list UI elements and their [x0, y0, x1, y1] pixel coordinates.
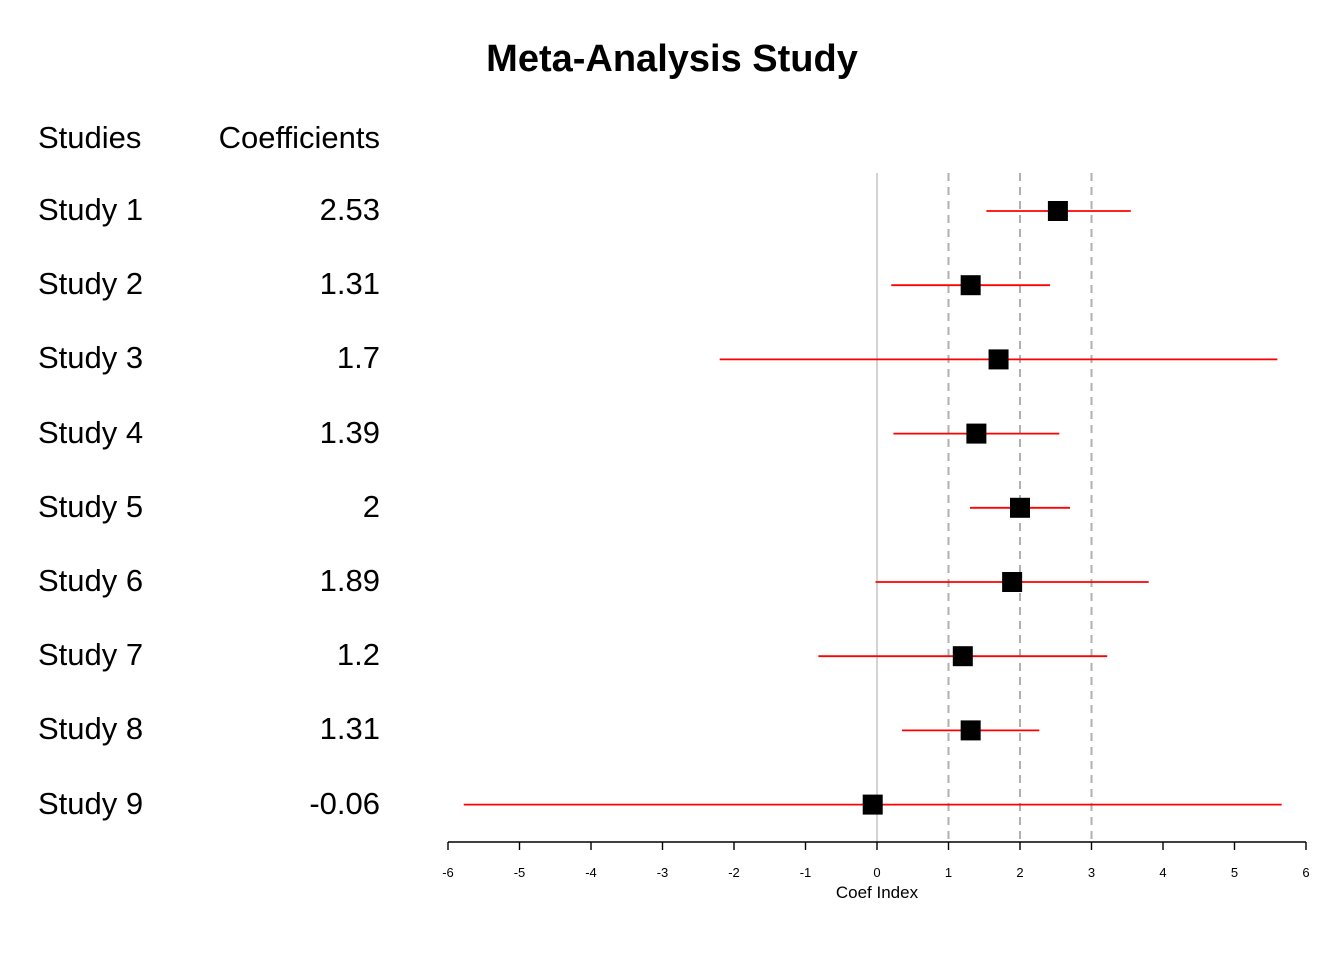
coefficient-value: 1.31	[319, 266, 380, 302]
study-name: Study 3	[38, 340, 144, 376]
x-tick-label: -2	[728, 865, 740, 880]
coefficient-value: 1.39	[319, 414, 380, 450]
coefficient-marker	[960, 720, 981, 741]
coefficient-marker	[862, 794, 883, 815]
x-tick-label: -1	[800, 865, 812, 880]
coefficient-value: 1.2	[336, 637, 380, 673]
coefficient-value: 1.31	[319, 711, 380, 747]
coefficient-value: 1.89	[319, 563, 380, 598]
x-tick-label: 6	[1302, 865, 1309, 880]
coefficient-marker	[966, 423, 987, 444]
x-tick-label: -6	[442, 865, 454, 880]
coefficient-value: 2	[362, 488, 380, 524]
coefficient-value: 2.53	[319, 192, 380, 227]
study-name: Study 6	[38, 563, 144, 598]
x-tick-label: -4	[585, 865, 597, 880]
x-tick-label: 1	[945, 865, 952, 880]
study-name: Study 8	[38, 711, 144, 747]
chart-title: Meta-Analysis Study	[486, 38, 858, 80]
x-tick-label: -5	[514, 865, 526, 880]
coefficient-value: 1.7	[336, 340, 380, 376]
x-tick-label: 2	[1016, 865, 1023, 880]
study-name: Study 9	[38, 785, 144, 821]
coefficients-column-header: Coefficients	[218, 120, 380, 155]
x-tick-label: 3	[1088, 865, 1095, 880]
study-name: Study 7	[38, 637, 144, 673]
x-axis-label: Coef Index	[836, 883, 919, 902]
study-name: Study 1	[38, 192, 144, 227]
coefficient-marker	[1002, 572, 1023, 592]
coefficient-marker	[1010, 497, 1030, 518]
study-name: Study 5	[38, 488, 144, 524]
coefficient-marker	[952, 646, 973, 667]
coefficient-value: -0.06	[309, 785, 380, 821]
studies-column-header: Studies	[38, 120, 142, 155]
study-name: Study 4	[38, 414, 144, 450]
x-tick-label: 0	[873, 865, 880, 880]
study-name: Study 2	[38, 266, 144, 302]
coefficient-marker	[988, 349, 1009, 370]
coefficient-marker	[1047, 201, 1068, 221]
x-tick-label: 4	[1159, 865, 1166, 880]
coefficient-marker	[960, 275, 981, 296]
x-tick-label: -3	[657, 865, 669, 880]
x-tick-label: 5	[1231, 865, 1238, 880]
